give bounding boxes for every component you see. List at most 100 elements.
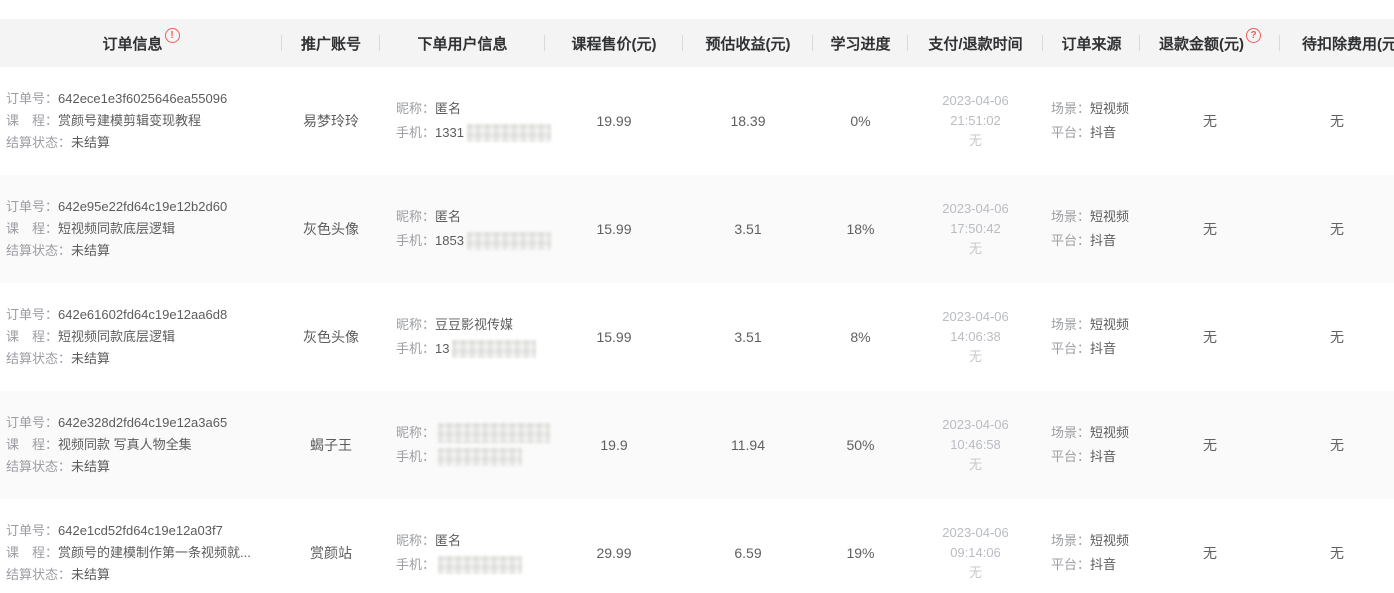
pay-date: 2023-04-06 — [942, 201, 1009, 216]
column-header-order-info: 订单信息 ! — [0, 19, 282, 67]
learning-progress-cell: 18% — [846, 221, 875, 237]
scene-label: 场景： — [1051, 533, 1091, 548]
order-info-cell: 订单号：642e1cd52fd64c19e12a03f7 课 程：赏颜号的建模制… — [0, 520, 282, 586]
course-line: 课 程：赏颜号的建模制作第一条视频就... — [6, 542, 251, 564]
platform-line: 平台：抖音 — [1051, 337, 1116, 361]
order-source-cell: 场景：短视频 平台：抖音 — [1043, 529, 1140, 577]
promoter-account-cell: 灰色头像 — [303, 221, 359, 237]
table-row: 订单号：642ece1e3f6025646ea55096 课 程：赏颜号建模剪辑… — [0, 67, 1394, 175]
phone-line: 手机： 13 — [396, 337, 537, 361]
platform-label: 平台： — [1051, 557, 1091, 572]
phone-blur-mask — [466, 232, 551, 250]
order-info-cell: 订单号：642e61602fd64c19e12aa6d8 课 程：短视频同款底层… — [0, 304, 282, 370]
refund-amount-cell: 无 — [1203, 221, 1217, 237]
phone-line: 手机： — [396, 553, 523, 577]
course-value: 赏颜号的建模制作第一条视频就... — [58, 545, 251, 560]
refund-time-value: 无 — [968, 565, 982, 580]
pay-time: 17:50:42 — [950, 221, 1001, 236]
course-value: 短视频同款底层逻辑 — [58, 329, 176, 344]
phone-prefix-value: 1853 — [435, 233, 464, 248]
buyer-info-cell: 昵称： 手机： — [380, 421, 551, 469]
scene-line: 场景：短视频 — [1051, 529, 1129, 553]
platform-label: 平台： — [1051, 341, 1091, 356]
nickname-line: 昵称： 匿名 — [396, 97, 461, 121]
platform-label: 平台： — [1051, 125, 1091, 140]
buyer-info-cell: 昵称： 匿名 手机： 1853 — [380, 205, 551, 253]
course-label: 课 程： — [6, 437, 59, 452]
platform-line: 平台：抖音 — [1051, 553, 1116, 577]
pay-date: 2023-04-06 — [942, 93, 1009, 108]
column-header-fee-to-deduct: 待扣除费用(元) — [1280, 19, 1394, 67]
course-line: 课 程：视频同款 写真人物全集 — [6, 434, 192, 456]
buyer-info-cell: 昵称： 匿名 手机： 1331 — [380, 97, 551, 145]
nickname-label: 昵称： — [396, 101, 436, 116]
course-label: 课 程： — [6, 329, 59, 344]
phone-label: 手机： — [396, 557, 436, 572]
scene-value: 短视频 — [1090, 209, 1130, 224]
course-value: 视频同款 写真人物全集 — [58, 437, 192, 452]
platform-line: 平台：抖音 — [1051, 121, 1116, 145]
nickname-label: 昵称： — [396, 317, 436, 332]
order-number-line: 订单号：642e61602fd64c19e12aa6d8 — [6, 304, 227, 326]
order-number-line: 订单号：642e95e22fd64c19e12b2d60 — [6, 196, 227, 218]
platform-value: 抖音 — [1090, 557, 1117, 572]
refund-time-value: 无 — [968, 241, 982, 256]
nickname-line: 昵称： 匿名 — [396, 529, 461, 553]
settlement-status-label: 结算状态： — [6, 567, 72, 582]
pay-date: 2023-04-06 — [942, 309, 1009, 324]
course-label: 课 程： — [6, 113, 59, 128]
column-header-learning-progress: 学习进度 — [813, 19, 908, 67]
column-header-label: 支付/退款时间 — [928, 35, 1023, 53]
fee-to-deduct-cell: 无 — [1330, 437, 1344, 453]
question-tooltip-icon[interactable]: ? — [1246, 27, 1261, 43]
course-price-cell: 15.99 — [596, 221, 632, 237]
scene-line: 场景：短视频 — [1051, 421, 1129, 445]
platform-line: 平台：抖音 — [1051, 229, 1116, 253]
order-source-cell: 场景：短视频 平台：抖音 — [1043, 205, 1140, 253]
settlement-status-line: 结算状态：未结算 — [6, 564, 110, 586]
platform-value: 抖音 — [1090, 233, 1117, 248]
phone-label: 手机： — [396, 125, 436, 140]
table-body: 订单号：642ece1e3f6025646ea55096 课 程：赏颜号建模剪辑… — [0, 67, 1394, 593]
order-number-line: 订单号：642ece1e3f6025646ea55096 — [6, 88, 227, 110]
pay-date: 2023-04-06 — [942, 417, 1009, 432]
scene-line: 场景：短视频 — [1051, 313, 1129, 337]
scene-line: 场景：短视频 — [1051, 97, 1129, 121]
promoter-account-cell: 蝎子王 — [310, 437, 352, 453]
order-number-value: 642e61602fd64c19e12aa6d8 — [58, 307, 228, 322]
learning-progress-cell: 8% — [850, 329, 871, 345]
learning-progress-cell: 19% — [846, 545, 875, 561]
settlement-status-label: 结算状态： — [6, 135, 72, 150]
refund-time-value: 无 — [968, 457, 982, 472]
order-source-cell: 场景：短视频 平台：抖音 — [1043, 421, 1140, 469]
column-header-course-price: 课程售价(元) — [545, 19, 683, 67]
settlement-status-value: 未结算 — [71, 459, 111, 474]
phone-label: 手机： — [396, 449, 436, 464]
order-info-cell: 订单号：642e328d2fd64c19e12a3a65 课 程：视频同款 写真… — [0, 412, 282, 478]
estimated-revenue-cell: 3.51 — [734, 221, 762, 237]
platform-line: 平台：抖音 — [1051, 445, 1116, 469]
nickname-value: 匿名 — [435, 533, 462, 548]
settlement-status-label: 结算状态： — [6, 351, 72, 366]
nickname-line: 昵称： 豆豆影视传媒 — [396, 313, 513, 337]
course-price-cell: 15.99 — [596, 329, 632, 345]
estimated-revenue-cell: 18.39 — [730, 113, 766, 129]
column-header-label: 课程售价(元) — [571, 35, 657, 53]
pay-time: 14:06:38 — [950, 329, 1001, 344]
estimated-revenue-cell: 6.59 — [734, 545, 762, 561]
settlement-status-value: 未结算 — [71, 135, 111, 150]
order-number-value: 642e95e22fd64c19e12b2d60 — [58, 199, 228, 214]
exclamation-tooltip-icon[interactable]: ! — [164, 27, 180, 43]
fee-to-deduct-cell: 无 — [1330, 113, 1344, 129]
table-row: 订单号：642e61602fd64c19e12aa6d8 课 程：短视频同款底层… — [0, 283, 1394, 391]
pay-date: 2023-04-06 — [942, 525, 1009, 540]
nickname-blur-mask — [438, 423, 551, 443]
estimated-revenue-cell: 11.94 — [731, 437, 765, 453]
column-header-label: 预估收益(元) — [705, 35, 791, 53]
promoter-account-cell: 灰色头像 — [303, 329, 359, 345]
column-header-label: 待扣除费用(元) — [1302, 35, 1394, 53]
phone-line: 手机： — [396, 445, 523, 469]
phone-blur-mask — [466, 124, 551, 142]
learning-progress-cell: 50% — [846, 437, 875, 453]
scene-label: 场景： — [1051, 209, 1091, 224]
